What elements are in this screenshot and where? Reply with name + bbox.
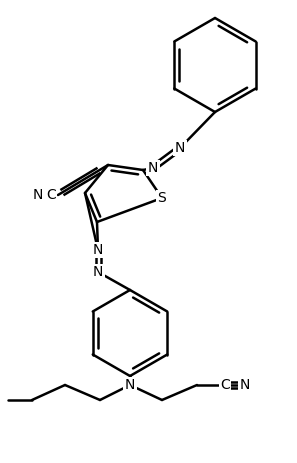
Text: C: C [46,188,56,202]
Text: N: N [93,265,103,279]
Text: N: N [175,141,185,155]
Text: N: N [33,188,43,202]
Text: N: N [240,378,250,392]
Text: N: N [93,243,103,257]
Text: S: S [158,191,166,205]
Text: N: N [125,378,135,392]
Text: C: C [220,378,230,392]
Text: N: N [148,161,158,175]
